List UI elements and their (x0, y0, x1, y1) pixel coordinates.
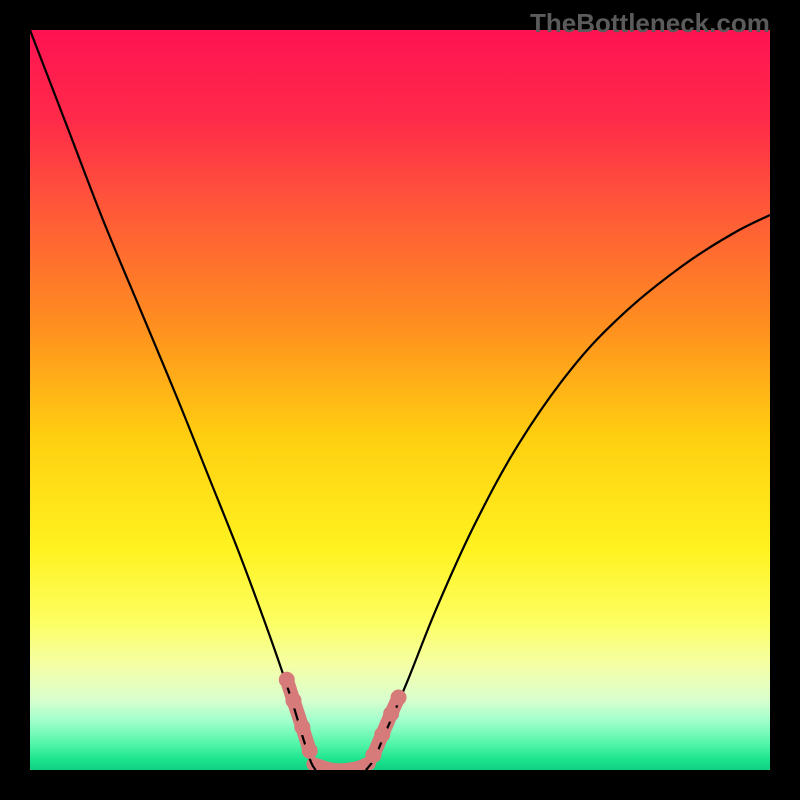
valley-dot-right (391, 689, 407, 705)
valley-dot-left (294, 719, 310, 735)
valley-dot-right (365, 747, 381, 763)
valley-right-stem (373, 697, 398, 755)
curve-right (366, 215, 770, 770)
valley-dot-right (374, 726, 390, 742)
valley-dot-left (285, 692, 301, 708)
valley-dot-left (279, 672, 295, 688)
valley-dot-left (302, 743, 318, 759)
valley-floor-link (313, 763, 369, 770)
valley-dot-right (383, 706, 399, 722)
curve-left (30, 30, 316, 770)
plot-area (30, 30, 770, 770)
valley-left-stem (287, 680, 310, 751)
curves-layer (30, 30, 770, 770)
watermark-text: TheBottleneck.com (530, 8, 770, 39)
stage: TheBottleneck.com (0, 0, 800, 800)
